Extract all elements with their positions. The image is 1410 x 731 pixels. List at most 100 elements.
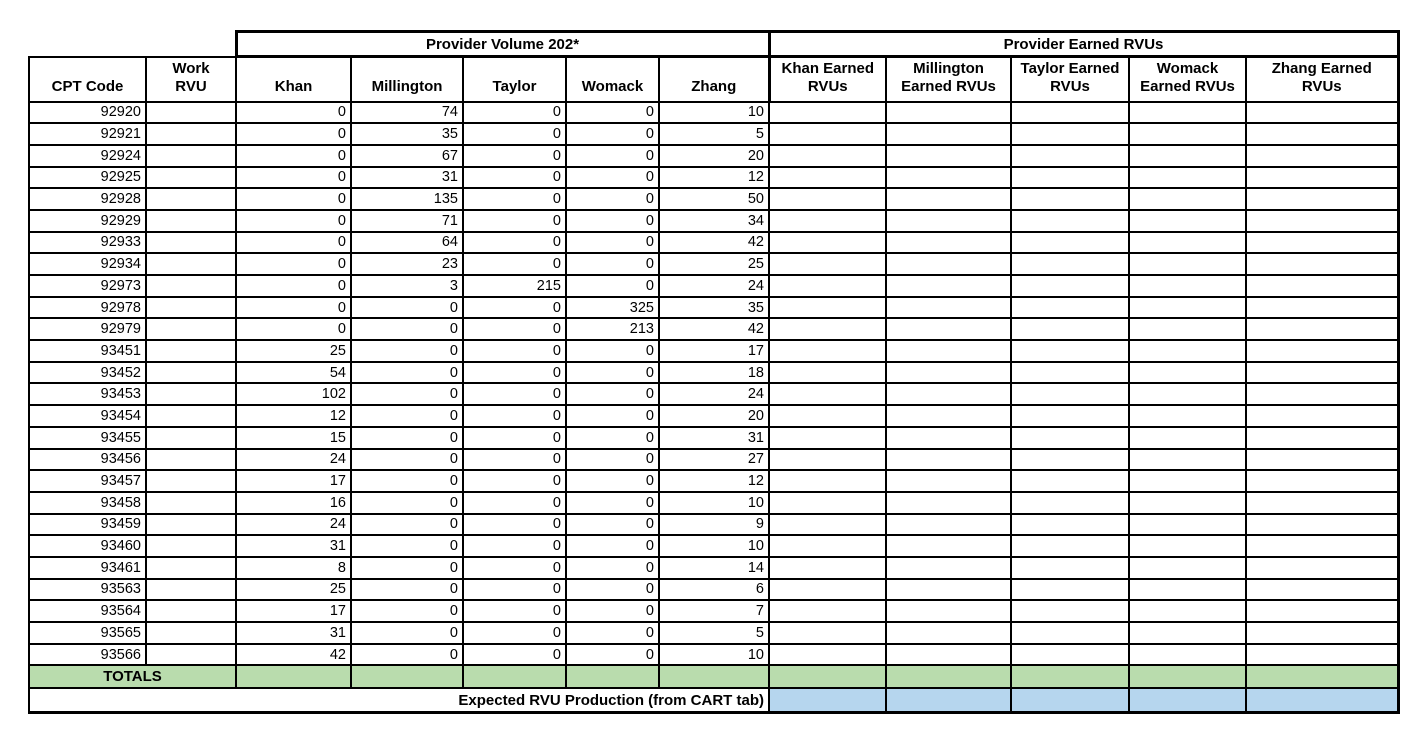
volume-cell[interactable]: 0 (350, 621, 464, 645)
totals-label-cell[interactable]: TOTALS (28, 664, 237, 690)
volume-cell[interactable]: 42 (658, 317, 770, 342)
volume-cell[interactable]: 0 (565, 230, 660, 255)
cpt-code-cell[interactable]: 92924 (28, 143, 147, 168)
work-rvu-cell[interactable] (145, 252, 237, 276)
volume-cell[interactable]: 5 (658, 621, 770, 645)
earned-rvu-cell[interactable] (885, 230, 1012, 255)
volume-cell[interactable]: 0 (462, 404, 567, 428)
volume-cell[interactable]: 0 (462, 122, 567, 146)
earned-rvu-cell[interactable] (1245, 642, 1400, 667)
volume-cell[interactable]: 0 (462, 621, 567, 645)
earned-rvu-cell[interactable] (768, 165, 887, 190)
cpt-code-cell[interactable]: 93566 (28, 642, 147, 667)
volume-cell[interactable]: 0 (565, 360, 660, 385)
volume-cell[interactable]: 0 (350, 490, 464, 515)
earned-rvu-cell[interactable] (1128, 187, 1247, 211)
work-rvu-cell[interactable] (145, 360, 237, 385)
expected-cell-taylor-earned[interactable] (1010, 687, 1130, 714)
work-rvu-cell[interactable] (145, 404, 237, 428)
volume-cell[interactable]: 0 (350, 360, 464, 385)
group-header-provider-earned-rvus[interactable]: Provider Earned RVUs (767, 30, 1400, 58)
volume-cell[interactable]: 0 (462, 100, 567, 125)
earned-rvu-cell[interactable] (768, 295, 887, 320)
volume-cell[interactable]: 0 (565, 404, 660, 428)
earned-rvu-cell[interactable] (768, 252, 887, 276)
earned-rvu-cell[interactable] (1010, 339, 1130, 363)
earned-rvu-cell[interactable] (1010, 382, 1130, 407)
earned-rvu-cell[interactable] (1245, 555, 1400, 580)
earned-rvu-cell[interactable] (1245, 274, 1400, 298)
earned-rvu-cell[interactable] (1128, 577, 1247, 602)
volume-cell[interactable]: 0 (462, 252, 567, 276)
earned-rvu-cell[interactable] (1010, 122, 1130, 146)
earned-rvu-cell[interactable] (1245, 339, 1400, 363)
earned-rvu-cell[interactable] (1010, 512, 1130, 537)
earned-rvu-cell[interactable] (1128, 122, 1247, 146)
earned-rvu-cell[interactable] (1128, 339, 1247, 363)
work-rvu-cell[interactable] (145, 274, 237, 298)
earned-rvu-cell[interactable] (1128, 252, 1247, 276)
volume-cell[interactable]: 215 (462, 274, 567, 298)
work-rvu-cell[interactable] (145, 208, 237, 233)
earned-rvu-cell[interactable] (768, 339, 887, 363)
volume-cell[interactable]: 23 (350, 252, 464, 276)
earned-rvu-cell[interactable] (885, 534, 1012, 558)
volume-cell[interactable]: 24 (658, 382, 770, 407)
earned-rvu-cell[interactable] (1010, 469, 1130, 493)
earned-rvu-cell[interactable] (1128, 208, 1247, 233)
cpt-code-cell[interactable]: 93458 (28, 490, 147, 515)
earned-rvu-cell[interactable] (1010, 577, 1130, 602)
earned-rvu-cell[interactable] (768, 642, 887, 667)
earned-rvu-cell[interactable] (1245, 512, 1400, 537)
col-header-cpt-code[interactable]: CPT Code (28, 55, 147, 103)
earned-rvu-cell[interactable] (1245, 295, 1400, 320)
earned-rvu-cell[interactable] (1128, 534, 1247, 558)
earned-rvu-cell[interactable] (768, 425, 887, 450)
volume-cell[interactable]: 71 (350, 208, 464, 233)
earned-rvu-cell[interactable] (1010, 100, 1130, 125)
volume-cell[interactable]: 0 (235, 252, 352, 276)
volume-cell[interactable]: 0 (462, 230, 567, 255)
volume-cell[interactable]: 6 (658, 577, 770, 602)
totals-cell-womack-earned[interactable] (1128, 664, 1247, 690)
earned-rvu-cell[interactable] (885, 187, 1012, 211)
earned-rvu-cell[interactable] (1245, 165, 1400, 190)
earned-rvu-cell[interactable] (885, 599, 1012, 623)
work-rvu-cell[interactable] (145, 295, 237, 320)
cpt-code-cell[interactable]: 92973 (28, 274, 147, 298)
earned-rvu-cell[interactable] (1128, 295, 1247, 320)
volume-cell[interactable]: 0 (565, 425, 660, 450)
totals-cell-taylor-earned[interactable] (1010, 664, 1130, 690)
earned-rvu-cell[interactable] (1245, 230, 1400, 255)
volume-cell[interactable]: 5 (658, 122, 770, 146)
earned-rvu-cell[interactable] (1245, 208, 1400, 233)
earned-rvu-cell[interactable] (1010, 252, 1130, 276)
work-rvu-cell[interactable] (145, 577, 237, 602)
earned-rvu-cell[interactable] (1128, 382, 1247, 407)
expected-cell-khan-earned[interactable] (768, 687, 887, 714)
earned-rvu-cell[interactable] (1010, 599, 1130, 623)
cpt-code-cell[interactable]: 92933 (28, 230, 147, 255)
work-rvu-cell[interactable] (145, 621, 237, 645)
volume-cell[interactable]: 0 (565, 512, 660, 537)
earned-rvu-cell[interactable] (1010, 165, 1130, 190)
volume-cell[interactable]: 0 (565, 447, 660, 472)
volume-cell[interactable]: 0 (565, 252, 660, 276)
cpt-code-cell[interactable]: 93461 (28, 555, 147, 580)
expected-cell-zhang-earned[interactable] (1245, 687, 1400, 714)
earned-rvu-cell[interactable] (1128, 621, 1247, 645)
earned-rvu-cell[interactable] (885, 360, 1012, 385)
volume-cell[interactable]: 74 (350, 100, 464, 125)
volume-cell[interactable]: 0 (350, 555, 464, 580)
volume-cell[interactable]: 0 (350, 599, 464, 623)
col-header-millington[interactable]: Millington (350, 55, 464, 103)
work-rvu-cell[interactable] (145, 512, 237, 537)
totals-cell-millington[interactable] (350, 664, 464, 690)
volume-cell[interactable]: 15 (235, 425, 352, 450)
cpt-code-cell[interactable]: 93564 (28, 599, 147, 623)
work-rvu-cell[interactable] (145, 469, 237, 493)
volume-cell[interactable]: 0 (350, 339, 464, 363)
volume-cell[interactable]: 0 (565, 490, 660, 515)
volume-cell[interactable]: 0 (235, 187, 352, 211)
earned-rvu-cell[interactable] (885, 512, 1012, 537)
